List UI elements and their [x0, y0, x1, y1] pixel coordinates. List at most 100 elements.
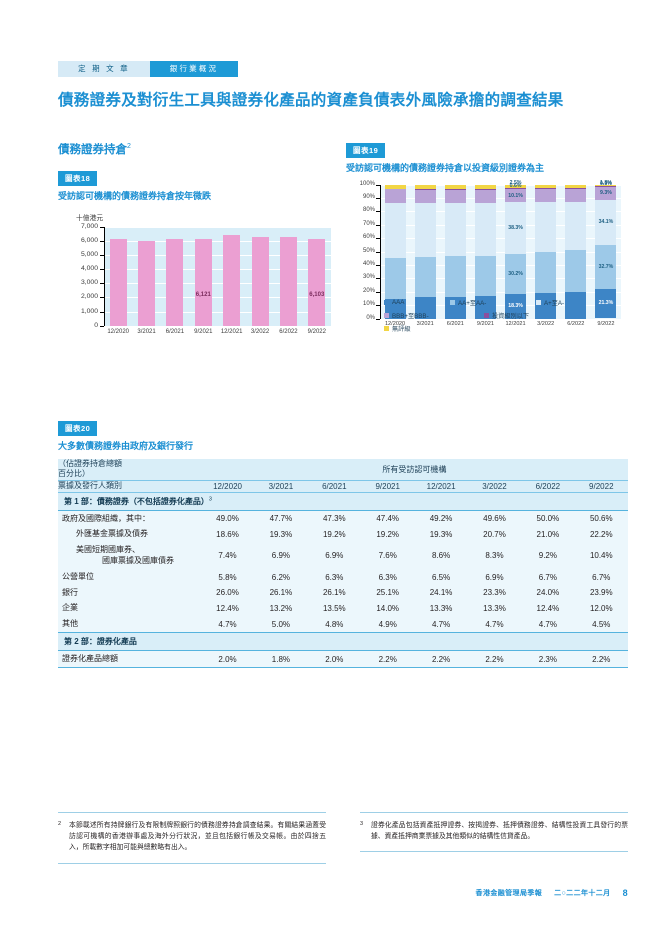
table-cell: 8.3% [467, 542, 522, 570]
chart-19-legend-item: 無評級 [384, 324, 464, 333]
chart-19-y-tick-label: 50% [362, 247, 375, 254]
chart-19-segment [414, 188, 436, 190]
table-cell: 13.3% [467, 600, 522, 617]
table-section-label-1-footnote: 3 [208, 496, 212, 503]
chart-19-segment-label: 18.3% [508, 303, 523, 310]
chart-19-x-tick-label: 9/2021 [476, 320, 494, 327]
chart-19-column [565, 184, 587, 319]
table-row-label: 外匯基金票據及債券 [58, 526, 201, 543]
chart-18-gridline [104, 226, 331, 228]
chart-18-bar [138, 241, 156, 326]
chart-19-legend-item: BBB+至BBB- [384, 311, 480, 320]
chart-19-legend-label: A+至A- [544, 300, 565, 307]
table-column-header: 3/2022 [467, 480, 522, 494]
table-column-header: 12/2021 [414, 480, 468, 494]
footnote-divider-right-bottom [360, 851, 628, 853]
chart-18-y-axis [104, 226, 105, 326]
chart-19-segment [535, 188, 557, 203]
footer-source: 香港金融管理局季報 [475, 890, 543, 897]
chart-18-x-tick-label: 3/2022 [250, 328, 270, 335]
chart-18-x-tick-label: 12/2020 [107, 328, 130, 335]
chart-19-segment [565, 188, 587, 190]
chart-19-segment [565, 184, 587, 189]
table-cell: 4.7% [467, 616, 522, 633]
chart-19-segment-label: 32.7% [598, 264, 614, 271]
footnote-3-number: 3 [360, 821, 364, 827]
footer-date: 二○二二年十二月 [554, 890, 611, 897]
chart-19-gridline [380, 291, 621, 293]
table-cell: 6.7% [521, 569, 575, 586]
chart-19-segment [414, 203, 436, 258]
chart-19-segment-label: 2.5% [509, 179, 522, 186]
chart-19-chip: 圖表19 [346, 143, 386, 158]
table-row-label: 公營單位 [58, 569, 201, 586]
chart-18-bar: 6,121 [194, 239, 212, 326]
chart-19-column [535, 184, 557, 319]
chart-18-gridline [104, 283, 331, 285]
chart-19-segment-label: 30.2% [508, 270, 523, 277]
table-cell: 1.8% [254, 650, 308, 669]
table-cell: 6.9% [254, 542, 308, 570]
chart-19-y-tick-label: 10% [362, 301, 375, 308]
chart-19-segment: 1.3% [595, 180, 617, 187]
page-footer: 香港金融管理局季報 二○二二年十二月 8 [476, 888, 628, 898]
chart-18-y-tick [100, 325, 104, 327]
chart-20: 圖表20 大多數債務證券由政府及銀行發行 （佔證券持倉總額 百分比） 所有受訪認可機… [58, 418, 628, 669]
table-cell: 47.3% [307, 510, 361, 527]
chart-19-y-tick-label: 80% [362, 207, 375, 214]
chart-19-gridline [380, 238, 621, 240]
chart-19-legend-item: AA+至AA- [450, 298, 532, 307]
tab-periodic-article[interactable]: 定 期 文 章 [58, 61, 150, 77]
table-cell: 6.5% [414, 569, 468, 586]
chart-19-segment: 0.6% [505, 183, 527, 189]
chart-18-y-tick [100, 283, 104, 285]
table-cell: 12.0% [574, 600, 628, 617]
chart-18-bar [166, 239, 184, 326]
page-number: 8 [622, 888, 628, 898]
chart-19-segment [384, 189, 406, 204]
chart-19-segment: 9.3% [595, 187, 617, 200]
chart-18-y-tick-label: 7,000 [80, 222, 98, 230]
chart-18-y-tick-label: 4,000 [80, 265, 98, 273]
chart-19-x-tick-label: 12/2020 [384, 320, 406, 327]
footnote-divider-bottom [58, 862, 326, 864]
table-row-header-label: 票據及發行人類別 [58, 480, 201, 494]
chart-19-segment [535, 251, 557, 294]
chart-18-bar [223, 235, 241, 326]
table-section-header-2: 第 2 部：證券化產品 [58, 632, 628, 652]
chart-18-y-tick-label: 2,000 [80, 293, 98, 301]
chart-19-segment: 2.5% [505, 180, 527, 189]
table-cell: 26.0% [200, 585, 255, 601]
table-cell: 49.6% [467, 510, 522, 527]
table-cell: 6.9% [307, 542, 361, 570]
table-cell: 5.0% [254, 616, 308, 633]
table-row: 其他 4.7% 5.0% 4.8% 4.9% 4.7% 4.7% 4.7% 4.5% [58, 616, 628, 633]
table-cell: 19.3% [414, 526, 468, 543]
chart-19-gridline [380, 224, 621, 226]
chart-19-x-tick-label: 12/2021 [505, 320, 526, 327]
chart-18: 圖表18 受訪認可機構的債務證券持倉按年微跌 十億港元 0 1,000 2,000 3… [58, 168, 346, 343]
table-cell: 50.0% [521, 510, 575, 527]
table-cell: 7.4% [200, 542, 255, 570]
chart-19-segment [414, 189, 436, 204]
chart-19-segment [535, 184, 557, 189]
table-cell: 14.0% [361, 600, 415, 617]
chart-19-legend: AAA AA+至AA- A+至A- BBB+至BBB- 投資級別以下 無評級 [384, 298, 636, 337]
chart-19-legend-swatch [384, 300, 389, 305]
chart-19-segment [474, 188, 496, 190]
chart-19-x-tick-label: 6/2022 [567, 320, 585, 327]
chart-18-gridline [104, 254, 331, 256]
chart-19-legend-label: AA+至AA- [458, 300, 487, 307]
chart-19-legend-swatch [484, 313, 489, 318]
chart-18-x-tick-label: 3/2021 [137, 328, 156, 335]
table-row: 銀行 26.0% 26.1% 26.1% 25.1% 24.1% 23.3% 24.0% 23.… [58, 585, 628, 601]
table-cell: 20.7% [467, 526, 522, 543]
tab-banking-overview[interactable]: 銀行業概況 [150, 61, 238, 77]
securities-holdings-table: （佔證券持倉總額 百分比） 所有受訪認可機構 票據及發行人類別 12/2020 3/202… [58, 458, 628, 669]
chart-19-y-tick-label: 100% [359, 180, 375, 187]
chart-19-legend-item: A+至A- [536, 298, 600, 307]
chart-19-segment [384, 184, 406, 189]
table-row-label-line2: 國庫票據及國庫債券 [102, 555, 174, 565]
chart-19-segment: 21.3% [595, 289, 617, 318]
table-row: 美國短期國庫券、 國庫票據及國庫債券 7.4% 6.9% 6.9% 7.6% 8.6% 8.3… [58, 542, 628, 570]
